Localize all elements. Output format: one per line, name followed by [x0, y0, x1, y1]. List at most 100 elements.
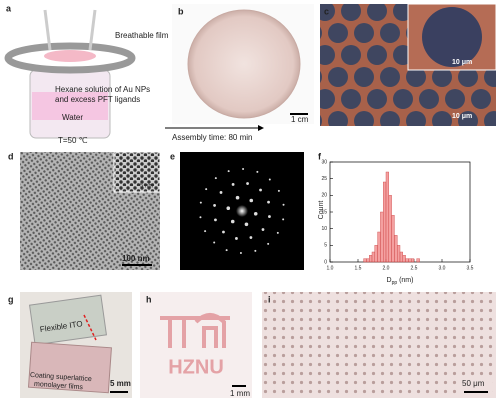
- scale-bar-label: 5 mm: [110, 379, 131, 388]
- y-tick-label: 10: [321, 226, 327, 232]
- inset-hole: [422, 7, 482, 67]
- fft-spot: [199, 201, 202, 204]
- y-tick-label: 5: [324, 243, 327, 249]
- fft-spot: [214, 218, 217, 222]
- y-tick-label: 20: [321, 193, 327, 199]
- histogram-bar: [385, 171, 389, 263]
- histogram-bar: [377, 231, 381, 263]
- fft-center: [236, 205, 248, 217]
- panel-label: b: [178, 6, 184, 16]
- fft-spot: [277, 189, 280, 192]
- histogram-bar: [391, 215, 395, 263]
- y-tick-label: 25: [321, 176, 327, 182]
- histogram-bar: [402, 255, 406, 263]
- fft-spot: [225, 249, 228, 252]
- temperature-label: T=50 ℃: [58, 136, 88, 145]
- fft-spot: [230, 219, 235, 224]
- panel-label: e: [170, 151, 175, 161]
- x-axis-label-part: pp: [392, 280, 398, 286]
- x-tick-label: 1.5: [355, 265, 362, 271]
- film: [44, 50, 96, 62]
- histogram-bar: [380, 211, 384, 263]
- panel-a: a Breathable film Hexane solution of Au …: [4, 3, 264, 145]
- x-tick-label: 3.0: [439, 265, 446, 271]
- panel-i: i 50 μm: [262, 292, 496, 398]
- fft-spot: [214, 177, 217, 180]
- fft-spot: [235, 237, 238, 240]
- fft-spot: [219, 191, 223, 194]
- x-tick-label: 3.5: [467, 265, 474, 271]
- histogram-bar: [371, 251, 375, 263]
- fft-spot: [267, 200, 270, 204]
- y-axis-label: Count: [318, 201, 325, 220]
- fft-spot: [254, 249, 257, 252]
- fft-spot: [205, 188, 208, 191]
- film-label: Breathable film: [115, 31, 169, 40]
- solution-label: and excess PFT ligands: [55, 95, 140, 104]
- fft-spot: [231, 183, 235, 186]
- panel-e: e: [170, 151, 304, 270]
- scale-bar-label: 10 μm: [452, 59, 472, 66]
- fft-spot: [199, 216, 202, 219]
- panel-label: g: [8, 294, 14, 304]
- histogram-bar: [399, 251, 403, 263]
- fft-spot: [204, 230, 207, 233]
- scale-bar-label: 10 μm: [452, 113, 472, 120]
- histogram-bar: [366, 258, 370, 263]
- panel-g: g Flexible ITO Coating superlattice mono…: [8, 292, 132, 398]
- panel-label: h: [146, 294, 152, 304]
- panel-d: d 5 nm 100 nm: [8, 151, 161, 270]
- fft-spot: [213, 204, 216, 207]
- panel-label: a: [6, 3, 12, 13]
- histogram-bar: [394, 235, 398, 263]
- panel-f: f Count Dpp (nm) 0 5 10 15 20 25 30 1.0 1.5 2.0 2.…: [318, 151, 474, 286]
- fft-spot: [246, 182, 249, 185]
- holder: [88, 9, 97, 51]
- fft-spot: [235, 195, 240, 200]
- fft-spot: [249, 198, 254, 203]
- histogram-bar: [388, 195, 392, 263]
- dish: [187, 9, 301, 119]
- fft-spot: [213, 241, 216, 244]
- fft-spot: [226, 206, 231, 211]
- scale-bar-label: 100 nm: [122, 254, 150, 263]
- y-tick-label: 15: [321, 209, 327, 215]
- fft-spot: [259, 188, 262, 192]
- fft-spot: [239, 251, 242, 254]
- histogram-bar: [369, 255, 373, 263]
- ring: [4, 42, 136, 74]
- holder: [43, 9, 52, 51]
- histogram-bar: [363, 258, 367, 263]
- ito-film: [29, 294, 107, 346]
- panel-h: HZNU h 1 mm: [140, 292, 252, 398]
- histogram-bar: [374, 245, 378, 263]
- panel-label: c: [324, 6, 329, 16]
- fft-spot: [268, 178, 271, 181]
- fft-spot: [276, 231, 279, 234]
- fft-spot: [242, 168, 245, 171]
- fft-spot: [227, 170, 230, 173]
- x-tick-label: 1.0: [327, 265, 334, 271]
- x-axis-label: Dpp (nm): [387, 277, 414, 286]
- fft-spot: [256, 170, 259, 173]
- histogram-bar: [411, 258, 415, 263]
- x-tick-label: 2.0: [383, 265, 390, 271]
- fft-spot: [261, 228, 265, 231]
- panel-label: d: [8, 151, 14, 161]
- x-axis-label-part: (nm): [397, 277, 413, 284]
- photo: [140, 292, 252, 398]
- film-label: Coating superlattice: [30, 372, 92, 383]
- film-label: monolayer films: [34, 381, 84, 391]
- arrow-head: [258, 125, 264, 131]
- fft-spot: [282, 203, 285, 206]
- coated-film: [27, 341, 112, 394]
- fft-spot: [222, 230, 225, 234]
- micrograph: [262, 292, 496, 398]
- x-tick-label: 2.5: [411, 265, 418, 271]
- y-tick-label: 30: [321, 159, 327, 165]
- fft-spot: [253, 211, 258, 216]
- y-tick-label: 0: [324, 259, 327, 265]
- scale-bar-label: 5 nm: [140, 184, 153, 190]
- fft-spot: [267, 242, 270, 245]
